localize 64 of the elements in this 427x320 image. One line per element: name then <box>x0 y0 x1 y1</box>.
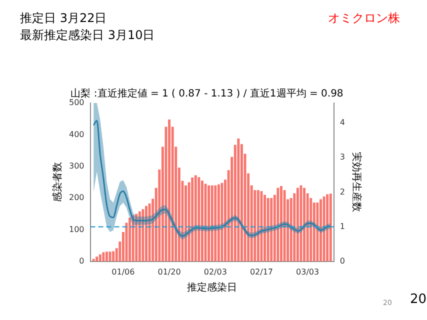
bar <box>322 196 326 262</box>
x-tick-label: 02/17 <box>250 267 274 276</box>
bar <box>168 119 171 262</box>
y-tick-label: 500 <box>68 98 84 108</box>
y-axis-title: 感染者数 <box>52 162 64 202</box>
bar <box>208 185 210 262</box>
bar <box>329 194 332 262</box>
bar <box>303 188 306 262</box>
bar <box>316 202 319 262</box>
bar <box>191 177 194 262</box>
bar <box>200 180 204 262</box>
bar <box>138 211 141 262</box>
bar <box>220 182 224 262</box>
bar <box>210 185 214 262</box>
y2-tick-label: 2 <box>340 187 346 196</box>
bar <box>270 198 273 262</box>
bar <box>256 190 260 262</box>
y-tick-label: 0 <box>79 256 84 266</box>
bar <box>296 188 299 262</box>
bar <box>135 214 138 262</box>
bar <box>217 184 220 262</box>
bar <box>260 191 263 262</box>
bar <box>112 251 115 262</box>
bar <box>96 256 98 262</box>
y-tick-label: 100 <box>68 224 84 234</box>
bar <box>266 198 270 262</box>
bar <box>320 199 322 262</box>
y2-tick-label: 1 <box>340 222 346 231</box>
y2-axis-title: 実効再生産数 <box>350 152 362 212</box>
bar <box>145 206 148 262</box>
y2-tick-label: 4 <box>340 118 346 128</box>
y2-tick-label: 0 <box>340 256 346 266</box>
bar <box>264 194 266 262</box>
text: 推定日 3月22日 <box>20 11 107 26</box>
bar <box>214 185 217 262</box>
bar <box>102 252 105 262</box>
bar <box>280 186 282 262</box>
chart-title: 山梨 :直近推定値 = 1 ( 0.87 - 1.13 ) / 直近1週平均 = 0.98 <box>70 88 344 100</box>
x-tick-label: 01/20 <box>158 267 181 276</box>
bar <box>194 175 197 262</box>
text: 20 <box>410 292 427 308</box>
x-tick-label: 01/06 <box>112 267 135 276</box>
y-tick-label: 400 <box>68 130 84 139</box>
bar <box>326 194 329 262</box>
text: オミクロン株 <box>328 11 400 26</box>
bar <box>276 188 280 262</box>
bar <box>98 254 102 262</box>
bar <box>283 190 286 262</box>
bar <box>237 138 240 262</box>
bar <box>132 215 134 262</box>
y-tick-label: 300 <box>68 161 84 170</box>
bar <box>128 218 132 262</box>
x-tick-label: 02/03 <box>204 267 227 276</box>
bar <box>142 209 144 262</box>
bar <box>184 185 187 262</box>
bar <box>312 202 316 262</box>
y2-tick-label: 3 <box>340 152 346 162</box>
text: 最新推定感染日 3月10日 <box>20 28 155 42</box>
x-tick-label: 03/03 <box>296 267 320 276</box>
bar <box>198 177 200 262</box>
y-tick-label: 200 <box>68 193 84 202</box>
bar <box>108 252 112 262</box>
x-axis-title: 推定感染日 <box>187 282 238 294</box>
bar <box>105 252 108 262</box>
